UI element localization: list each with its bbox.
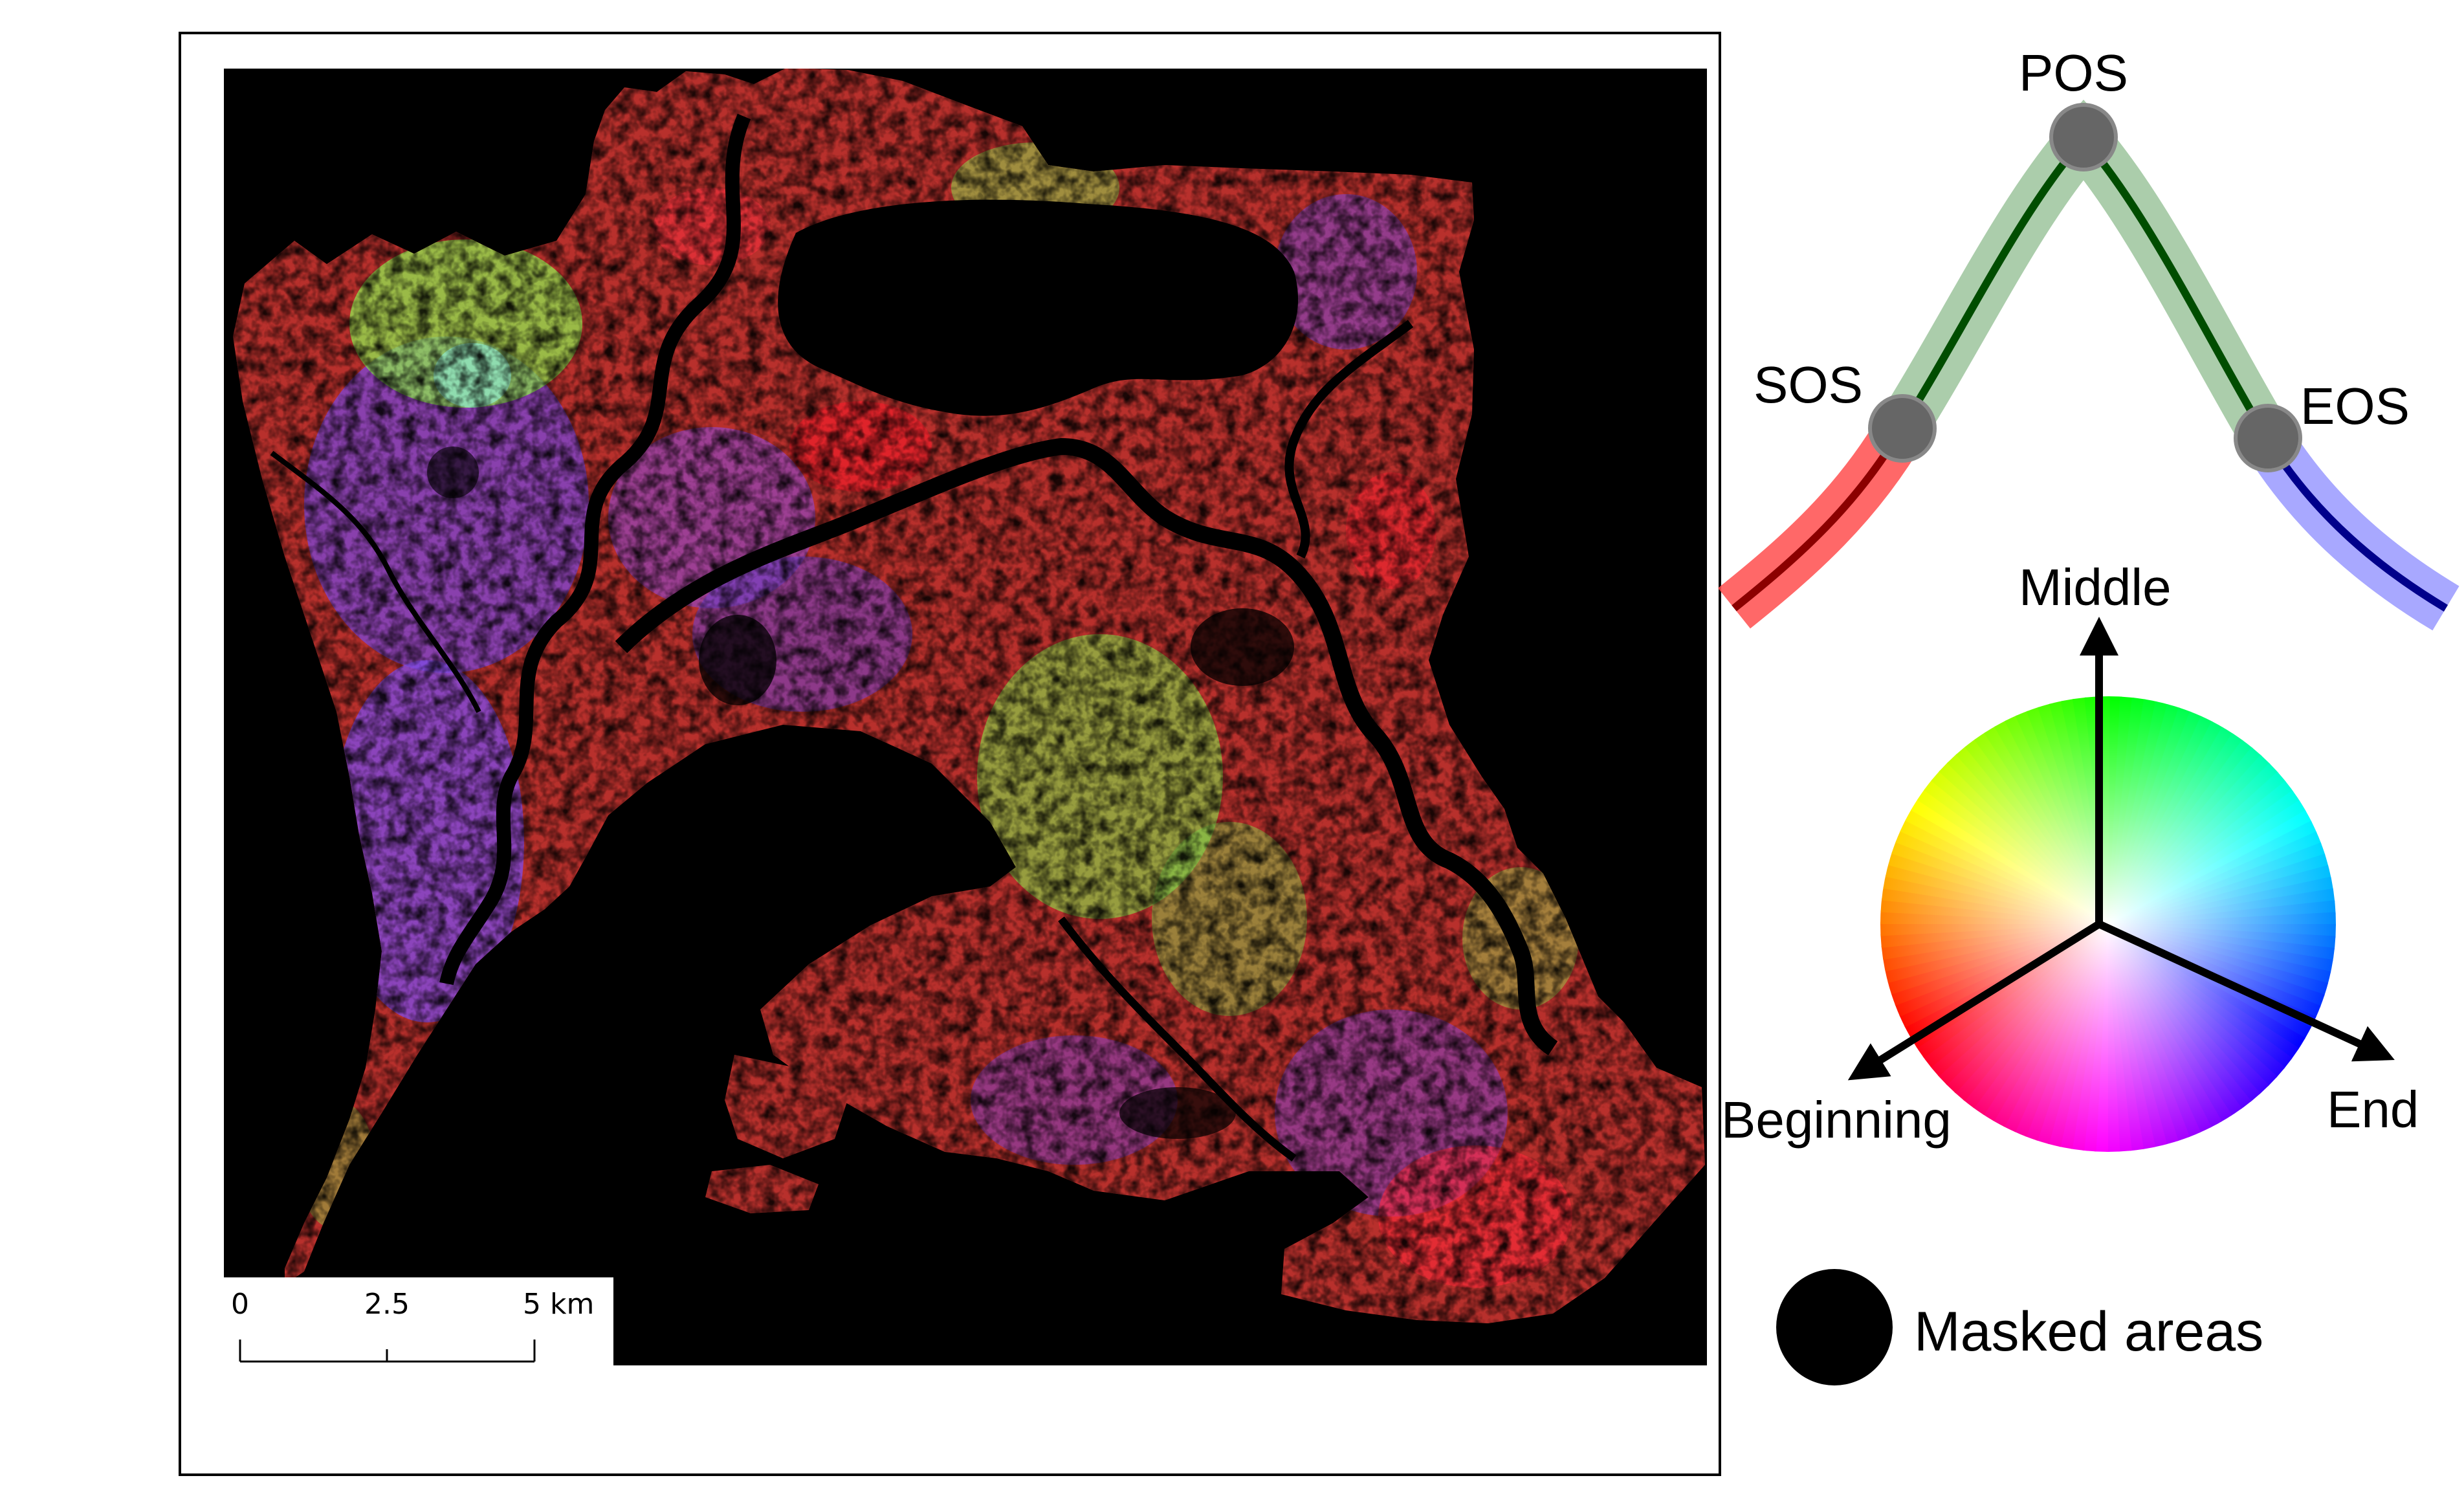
pos-label: POS	[2019, 44, 2128, 102]
dark-patch	[1191, 608, 1294, 686]
scale-tick-2-5: 2.5	[364, 1288, 410, 1321]
axis-beginning-label: Beginning	[1721, 1091, 1952, 1149]
scale-bar	[239, 1340, 536, 1363]
masked-areas-swatch	[1776, 1269, 1893, 1385]
curve-band-middle	[1880, 100, 2291, 454]
scale-bar-box	[224, 1277, 613, 1367]
scale-tick-5km: 5 km	[523, 1288, 594, 1321]
scale-tick-0: 0	[231, 1288, 249, 1321]
curve-band-end	[2246, 426, 2459, 631]
curve-band-beginning	[1718, 414, 1925, 629]
river-channel	[615, 437, 1558, 1055]
axis-end-arrow	[2097, 920, 2395, 1062]
eos-point	[2234, 404, 2302, 472]
river-channel	[270, 450, 481, 713]
pos-point	[2049, 103, 2118, 171]
dark-patch	[1119, 1087, 1236, 1139]
masked-areas-label: Masked areas	[1914, 1301, 2263, 1363]
river-channel	[439, 113, 751, 986]
phenology-curve	[1718, 100, 2459, 631]
river-channel	[1284, 320, 1414, 559]
curve-line-end	[2264, 437, 2448, 612]
sos-label: SOS	[1754, 356, 1863, 414]
dark-patch	[699, 615, 776, 705]
sos-point	[1868, 394, 1937, 463]
axis-end-label: End	[2327, 1081, 2419, 1138]
axis-beginning-arrow	[1847, 920, 2102, 1081]
lake-masked-area	[778, 199, 1299, 416]
axis-middle-label: Middle	[2019, 558, 2172, 616]
dark-patch	[427, 447, 479, 498]
river-channel	[1058, 916, 1297, 1162]
wheel-axes	[1847, 617, 2395, 1081]
eos-label: EOS	[2300, 377, 2410, 435]
